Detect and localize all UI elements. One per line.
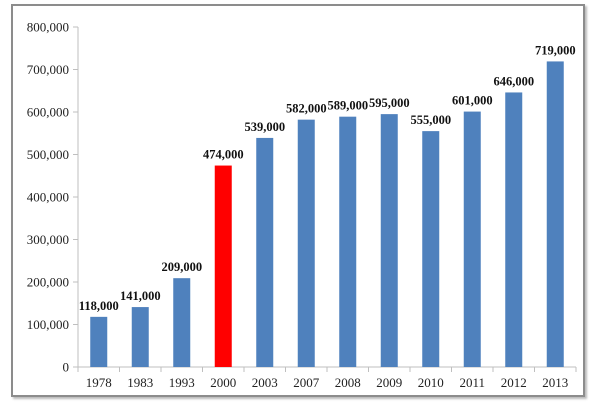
y-tick-label: 100,000 xyxy=(27,317,69,332)
data-label-2000: 474,000 xyxy=(203,148,244,162)
bar-2003 xyxy=(256,137,274,367)
data-label-1993: 209,000 xyxy=(161,260,202,274)
data-label-2008: 589,000 xyxy=(327,99,368,113)
y-tick-label: 200,000 xyxy=(27,275,69,290)
bar-2012 xyxy=(505,92,523,367)
data-label-2003: 539,000 xyxy=(244,120,285,134)
x-tick-label: 2008 xyxy=(335,375,361,390)
x-tick-label: 2013 xyxy=(542,375,568,390)
data-label-2007: 582,000 xyxy=(286,102,327,116)
data-label-2012: 646,000 xyxy=(493,74,534,88)
y-tick-label: 400,000 xyxy=(27,190,69,205)
x-tick-label: 2012 xyxy=(501,375,527,390)
y-tick-label: 300,000 xyxy=(27,232,69,247)
x-tick-label: 2010 xyxy=(418,375,444,390)
bar-1978 xyxy=(90,316,108,367)
x-tick-label: 2009 xyxy=(376,375,402,390)
y-tick-label: 600,000 xyxy=(27,105,69,120)
data-label-2009: 595,000 xyxy=(369,96,410,110)
bar-1983 xyxy=(131,307,149,367)
x-tick-label: 1993 xyxy=(169,375,195,390)
x-tick-label: 1978 xyxy=(86,375,112,390)
x-tick-label: 2007 xyxy=(293,375,320,390)
x-tick-label: 2000 xyxy=(210,375,236,390)
chart-frame xyxy=(11,4,585,397)
data-label-2013: 719,000 xyxy=(535,43,576,57)
data-label-2010: 555,000 xyxy=(410,113,451,127)
data-label-2011: 601,000 xyxy=(452,94,493,108)
x-tick-label: 2011 xyxy=(459,375,485,390)
y-tick-label: 0 xyxy=(63,360,70,375)
data-label-1983: 141,000 xyxy=(120,289,161,303)
bar-1993 xyxy=(173,278,191,367)
x-tick-label: 1983 xyxy=(127,375,153,390)
bar-2000 xyxy=(214,165,232,367)
bar-2009 xyxy=(380,114,398,367)
bar-2008 xyxy=(339,116,357,367)
bar-2010 xyxy=(422,131,440,367)
bar-2013 xyxy=(546,61,564,368)
y-tick-label: 700,000 xyxy=(27,62,69,77)
x-tick-label: 2003 xyxy=(252,375,278,390)
data-label-1978: 118,000 xyxy=(79,299,119,313)
y-tick-label: 800,000 xyxy=(27,20,69,35)
bar-2011 xyxy=(463,111,481,367)
bar-2007 xyxy=(297,119,315,368)
y-tick-label: 500,000 xyxy=(27,147,69,162)
